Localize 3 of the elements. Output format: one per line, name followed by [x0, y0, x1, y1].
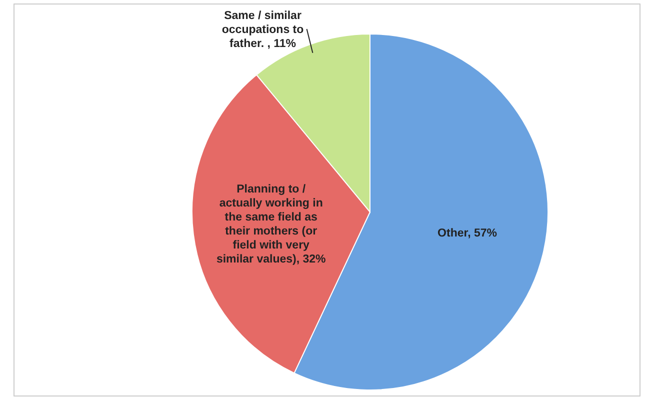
slice-label: Same / similar occupations to father. , 11% — [222, 10, 304, 50]
slice-label: Planning to / actually working in the same field as their mothers (or field with very similar values), 32% — [216, 183, 326, 266]
slice-label: Other, 57% — [438, 228, 498, 240]
